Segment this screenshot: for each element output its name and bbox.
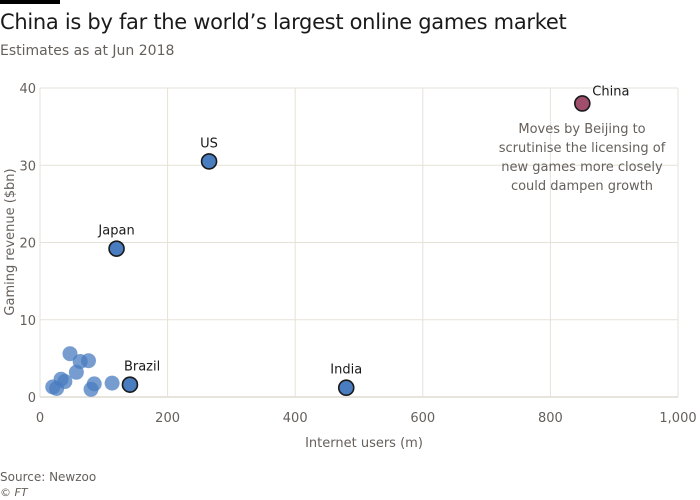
chart-title: China is by far the world’s largest onli… bbox=[0, 10, 567, 34]
data-point bbox=[62, 346, 78, 362]
ft-top-bar bbox=[0, 0, 60, 4]
x-tick-label: 800 bbox=[538, 411, 563, 426]
point-label-japan: Japan bbox=[97, 224, 134, 239]
data-point-india bbox=[337, 379, 355, 397]
y-axis-label: Gaming revenue ($bn) bbox=[3, 168, 18, 315]
point-label-us: US bbox=[200, 136, 218, 151]
point-label-brazil: Brazil bbox=[124, 360, 160, 375]
x-tick-label: 600 bbox=[410, 411, 435, 426]
point-label-india: India bbox=[330, 363, 362, 378]
annotation: Moves by Beijing to scrutinise the licens… bbox=[499, 122, 666, 194]
point-labels: China US Japan India Brazil bbox=[97, 84, 629, 377]
data-point-japan bbox=[108, 240, 125, 257]
x-tick-label: 200 bbox=[155, 411, 180, 426]
x-axis-label: Internet users (m) bbox=[305, 436, 423, 451]
grid-lines bbox=[39, 87, 679, 398]
point-label-china: China bbox=[592, 84, 629, 99]
y-tick-label: 10 bbox=[19, 314, 36, 329]
data-point-us bbox=[200, 153, 218, 170]
chart-subtitle: Estimates as at Jun 2018 bbox=[0, 43, 175, 59]
x-tick-label: 1,000 bbox=[659, 411, 696, 426]
annotation-line: Moves by Beijing to bbox=[518, 122, 645, 137]
data-point bbox=[68, 364, 84, 380]
annotation-line: new games more closely bbox=[501, 160, 663, 175]
data-point bbox=[83, 381, 99, 397]
y-tick-label: 20 bbox=[19, 237, 36, 252]
x-tick-label: 400 bbox=[283, 411, 308, 426]
y-tick-label: 30 bbox=[19, 159, 36, 174]
annotation-line: scrutinise the licensing of bbox=[499, 141, 666, 156]
data-point bbox=[104, 375, 120, 391]
annotation-line: could dampen growth bbox=[511, 179, 653, 194]
x-tick-label: 0 bbox=[36, 411, 44, 426]
copyright-note: © FT bbox=[0, 486, 28, 499]
data-point-brazil bbox=[121, 376, 139, 393]
annotation-text: Moves by Beijing to scrutinise the licens… bbox=[499, 122, 666, 194]
y-tick-label: 0 bbox=[28, 391, 36, 406]
data-point-china bbox=[573, 95, 591, 112]
y-tick-label: 40 bbox=[19, 82, 36, 97]
data-point bbox=[49, 381, 65, 397]
source-note: Source: Newzoo bbox=[0, 470, 97, 484]
data-points bbox=[45, 95, 591, 397]
